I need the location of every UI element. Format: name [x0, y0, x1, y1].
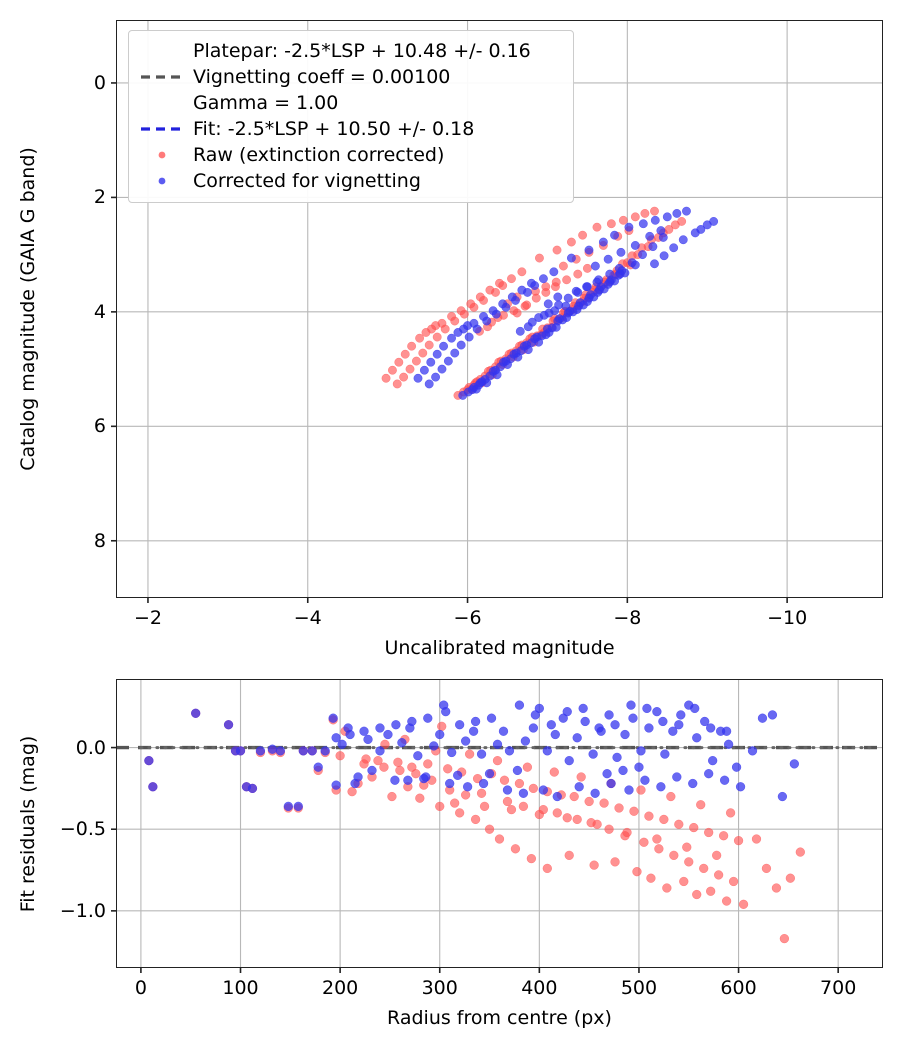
top-x-axis-title: Uncalibrated magnitude	[384, 637, 615, 659]
bottom-x-tick: 500	[620, 977, 658, 999]
red-dot-icon	[139, 149, 185, 161]
bottom-x-tick: 700	[820, 977, 857, 999]
top-series-corrected-points	[413, 206, 719, 400]
top-x-tick: −2	[133, 607, 162, 629]
legend-label-fit: Fit: -2.5*LSP + 10.50 +/- 0.18	[193, 118, 475, 140]
legend-label-platepar: Platepar: -2.5*LSP + 10.48 +/- 0.16	[193, 40, 531, 62]
bottom-x-axis-title: Radius from centre (px)	[387, 1007, 612, 1029]
blue-dot-icon	[139, 175, 185, 187]
top-x-tick: −10	[767, 607, 808, 629]
legend-label-corrected: Corrected for vignetting	[193, 170, 421, 192]
bottom-y-tick: −1.0	[59, 899, 106, 922]
dashed-line-blue-icon	[139, 123, 185, 135]
bottom-x-tick: 300	[421, 977, 458, 999]
legend-label-gamma: Gamma = 1.00	[193, 92, 339, 114]
chart-legend[interactable]: Platepar: -2.5*LSP + 10.48 +/- 0.16 Vign…	[128, 30, 574, 203]
top-x-tick: −4	[293, 607, 322, 629]
bottom-x-tick: 400	[521, 977, 558, 999]
legend-label-vignetting-coeff: Vignetting coeff = 0.00100	[193, 66, 451, 88]
top-y-tick: 4	[93, 300, 106, 323]
top-y-axis-title: Catalog magnitude (GAIA G band)	[17, 147, 39, 471]
legend-entry-raw: Raw (extinction corrected)	[139, 142, 563, 168]
bottom-y-tick: 0.0	[75, 736, 106, 759]
fit-residuals-panel: 0 100 200 300 400 500 600 700 0.0 −0.5 −1.0 Radiu…	[0, 660, 900, 1050]
bottom-x-tick: 200	[321, 977, 359, 999]
bottom-y-tick: −0.5	[59, 818, 106, 841]
bottom-x-tick: 100	[222, 977, 259, 999]
bottom-y-axis-title: Fit residuals (mag)	[17, 735, 39, 912]
top-y-tick: 2	[93, 186, 106, 209]
dashed-line-gray-icon	[139, 71, 185, 83]
top-axes-frame	[116, 20, 883, 598]
bottom-x-tick: 600	[720, 977, 757, 999]
bottom-tick-marks	[111, 746, 839, 973]
top-x-tick: −6	[453, 607, 482, 629]
bottom-series-corrected-points	[144, 700, 799, 812]
legend-entry-fit: Fit: -2.5*LSP + 10.50 +/- 0.18	[139, 116, 563, 142]
top-x-tick: −8	[613, 607, 642, 629]
fit-residuals-plot	[111, 679, 883, 973]
legend-label-raw: Raw (extinction corrected)	[193, 144, 445, 166]
top-tick-marks	[111, 82, 788, 603]
top-y-tick: 6	[93, 415, 106, 438]
photometric-calibration-panel: −2 −4 −6 −8 −10 0 2 4 6 8 Uncalibrated magnitude…	[17, 20, 883, 659]
top-y-tick: 8	[93, 529, 106, 552]
bottom-x-tick: 0	[134, 977, 147, 999]
top-y-tick: 0	[93, 71, 106, 94]
legend-entry-platepar: Platepar: -2.5*LSP + 10.48 +/- 0.16 Vign…	[139, 38, 563, 116]
legend-entry-corrected: Corrected for vignetting	[139, 168, 563, 194]
bottom-axes-frame	[116, 679, 883, 968]
